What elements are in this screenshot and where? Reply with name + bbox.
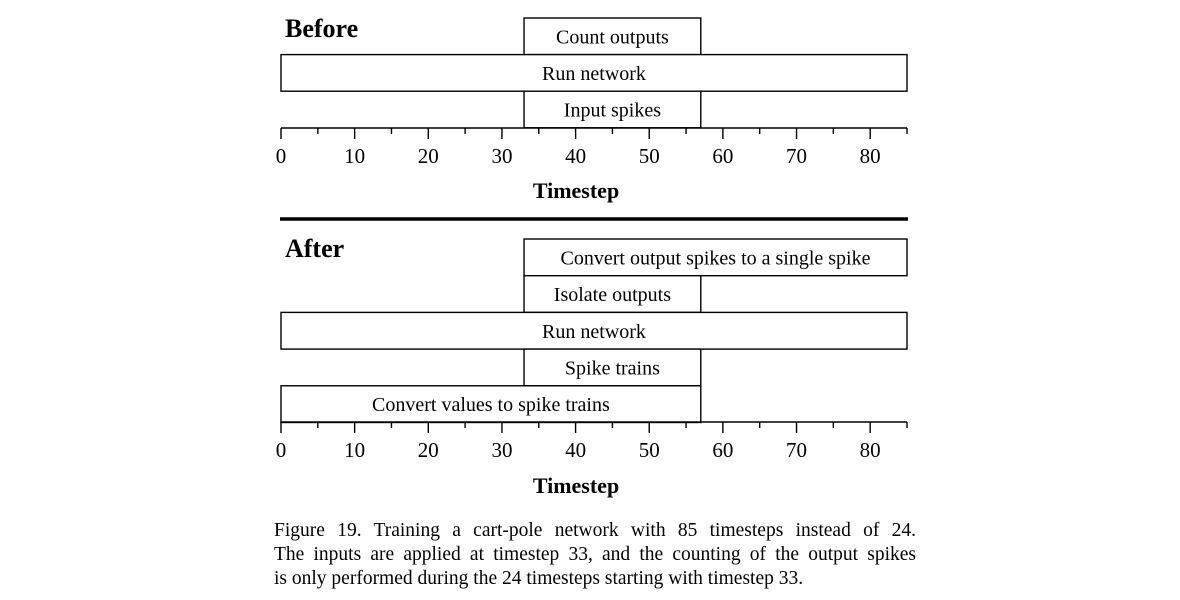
after-row-box-1	[523, 238, 908, 277]
after-panel-title: After	[285, 234, 344, 263]
before-tick-label: 60	[712, 144, 733, 168]
figure-caption: Figure 19. Training a cart-pole network …	[274, 519, 916, 591]
after-row-label-3: Run network	[542, 321, 646, 343]
after-tick-label: 10	[344, 438, 365, 462]
before-tick-label: 20	[418, 144, 439, 168]
after-tick-label: 50	[639, 438, 660, 462]
before-panel-title: Before	[285, 14, 358, 43]
after-tick-label: 40	[565, 438, 586, 462]
before-row-box-1	[523, 17, 702, 56]
before-tick-label: 70	[786, 144, 807, 168]
before-tick-label: 10	[344, 144, 365, 168]
before-tick-label: 0	[276, 144, 287, 168]
before-row-label-2: Run network	[542, 63, 646, 85]
before-tick-label: 40	[565, 144, 586, 168]
before-row-box-2	[280, 53, 908, 92]
after-tick-label: 60	[712, 438, 733, 462]
before-axis-label: Timestep	[533, 178, 619, 203]
before-tick-label: 50	[639, 144, 660, 168]
after-row-box-4	[523, 348, 702, 387]
caption-line-1: Figure 19. Training a cart-pole network …	[274, 520, 916, 541]
after-row-box-5	[280, 385, 702, 424]
after-row-label-5: Convert values to spike trains	[372, 394, 610, 416]
after-row-label-2: Isolate outputs	[554, 284, 671, 306]
after-tick-label: 20	[418, 438, 439, 462]
caption-line-2: The inputs are applied at timestep 33, a…	[274, 544, 916, 565]
after-tick-label: 30	[491, 438, 512, 462]
before-tick-label: 30	[491, 144, 512, 168]
after-row-box-2	[523, 275, 702, 314]
after-row-label-1: Convert output spikes to a single spike	[561, 247, 871, 269]
before-row-label-1: Count outputs	[556, 26, 669, 48]
after-axis-label: Timestep	[533, 473, 619, 498]
caption-line-3: is only performed during the 24 timestep…	[274, 568, 804, 589]
before-tick-label: 80	[860, 144, 881, 168]
before-row-label-3: Input spikes	[564, 100, 661, 122]
after-row-label-4: Spike trains	[565, 357, 660, 379]
after-tick-label: 80	[860, 438, 881, 462]
after-tick-label: 0	[276, 438, 287, 462]
after-tick-label: 70	[786, 438, 807, 462]
